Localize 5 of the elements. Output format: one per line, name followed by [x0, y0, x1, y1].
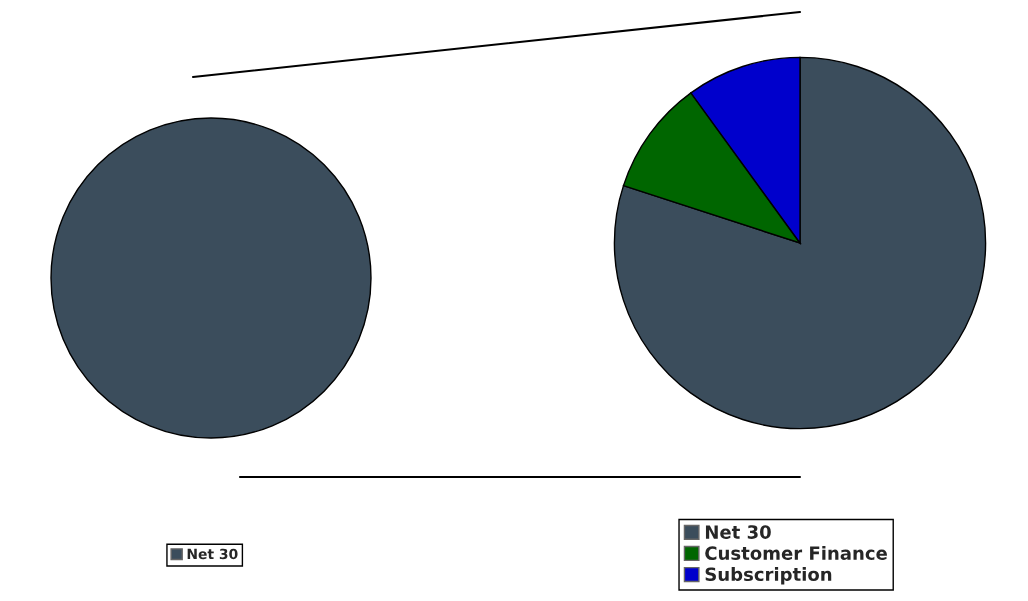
legend-label: Customer Finance: [705, 546, 887, 560]
pie-slice: [613, 56, 987, 430]
legend-label: Net 30: [187, 548, 238, 560]
legend-label: Subscription: [705, 567, 832, 585]
legend-label: Net 30: [705, 525, 771, 539]
